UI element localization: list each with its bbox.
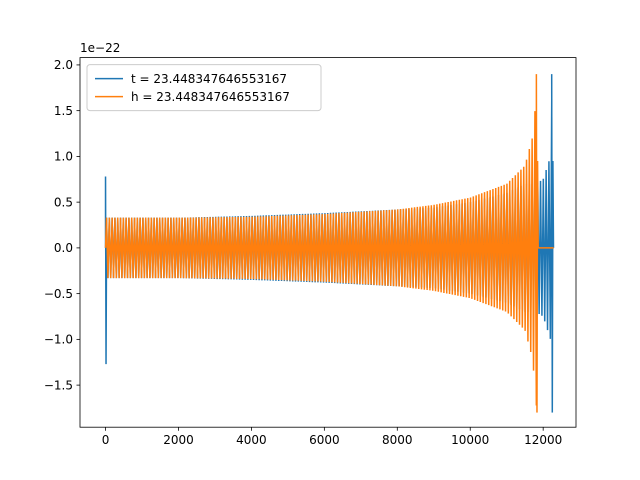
y-tick-label: −0.5	[44, 287, 73, 301]
legend-label: h = 23.448347646553167	[131, 90, 290, 104]
legend: t = 23.448347646553167 h = 23.44834764655…	[86, 64, 322, 112]
y-tick-label: 1.0	[54, 150, 73, 164]
x-tick-label: 4000	[236, 433, 267, 447]
plot-frame	[79, 57, 577, 428]
y-tick-label: −1.5	[44, 378, 73, 392]
x-tick-label: 10000	[451, 433, 489, 447]
legend-label: t = 23.448347646553167	[131, 72, 287, 86]
y-tick-label: 0.5	[54, 195, 73, 209]
x-axis: 0 2000 4000 6000 8000 10000 12000	[102, 427, 562, 447]
y-tick-label: 2.0	[54, 58, 73, 72]
y-tick-label: −1.0	[44, 333, 73, 347]
y-axis-offset-text: 1e−22	[80, 41, 120, 55]
series-line-h	[104, 74, 554, 413]
y-tick-label: 0.0	[54, 241, 73, 255]
series-layer	[104, 74, 555, 413]
y-tick-label: 1.5	[54, 104, 73, 118]
x-tick-label: 0	[102, 433, 110, 447]
x-tick-label: 8000	[382, 433, 413, 447]
x-tick-label: 12000	[524, 433, 562, 447]
x-tick-label: 2000	[163, 433, 194, 447]
x-tick-label: 6000	[309, 433, 340, 447]
legend-box	[86, 64, 322, 112]
y-axis: −1.5 −1.0 −0.5 0.0 0.5 1.0 1.5 2.0	[44, 58, 80, 392]
